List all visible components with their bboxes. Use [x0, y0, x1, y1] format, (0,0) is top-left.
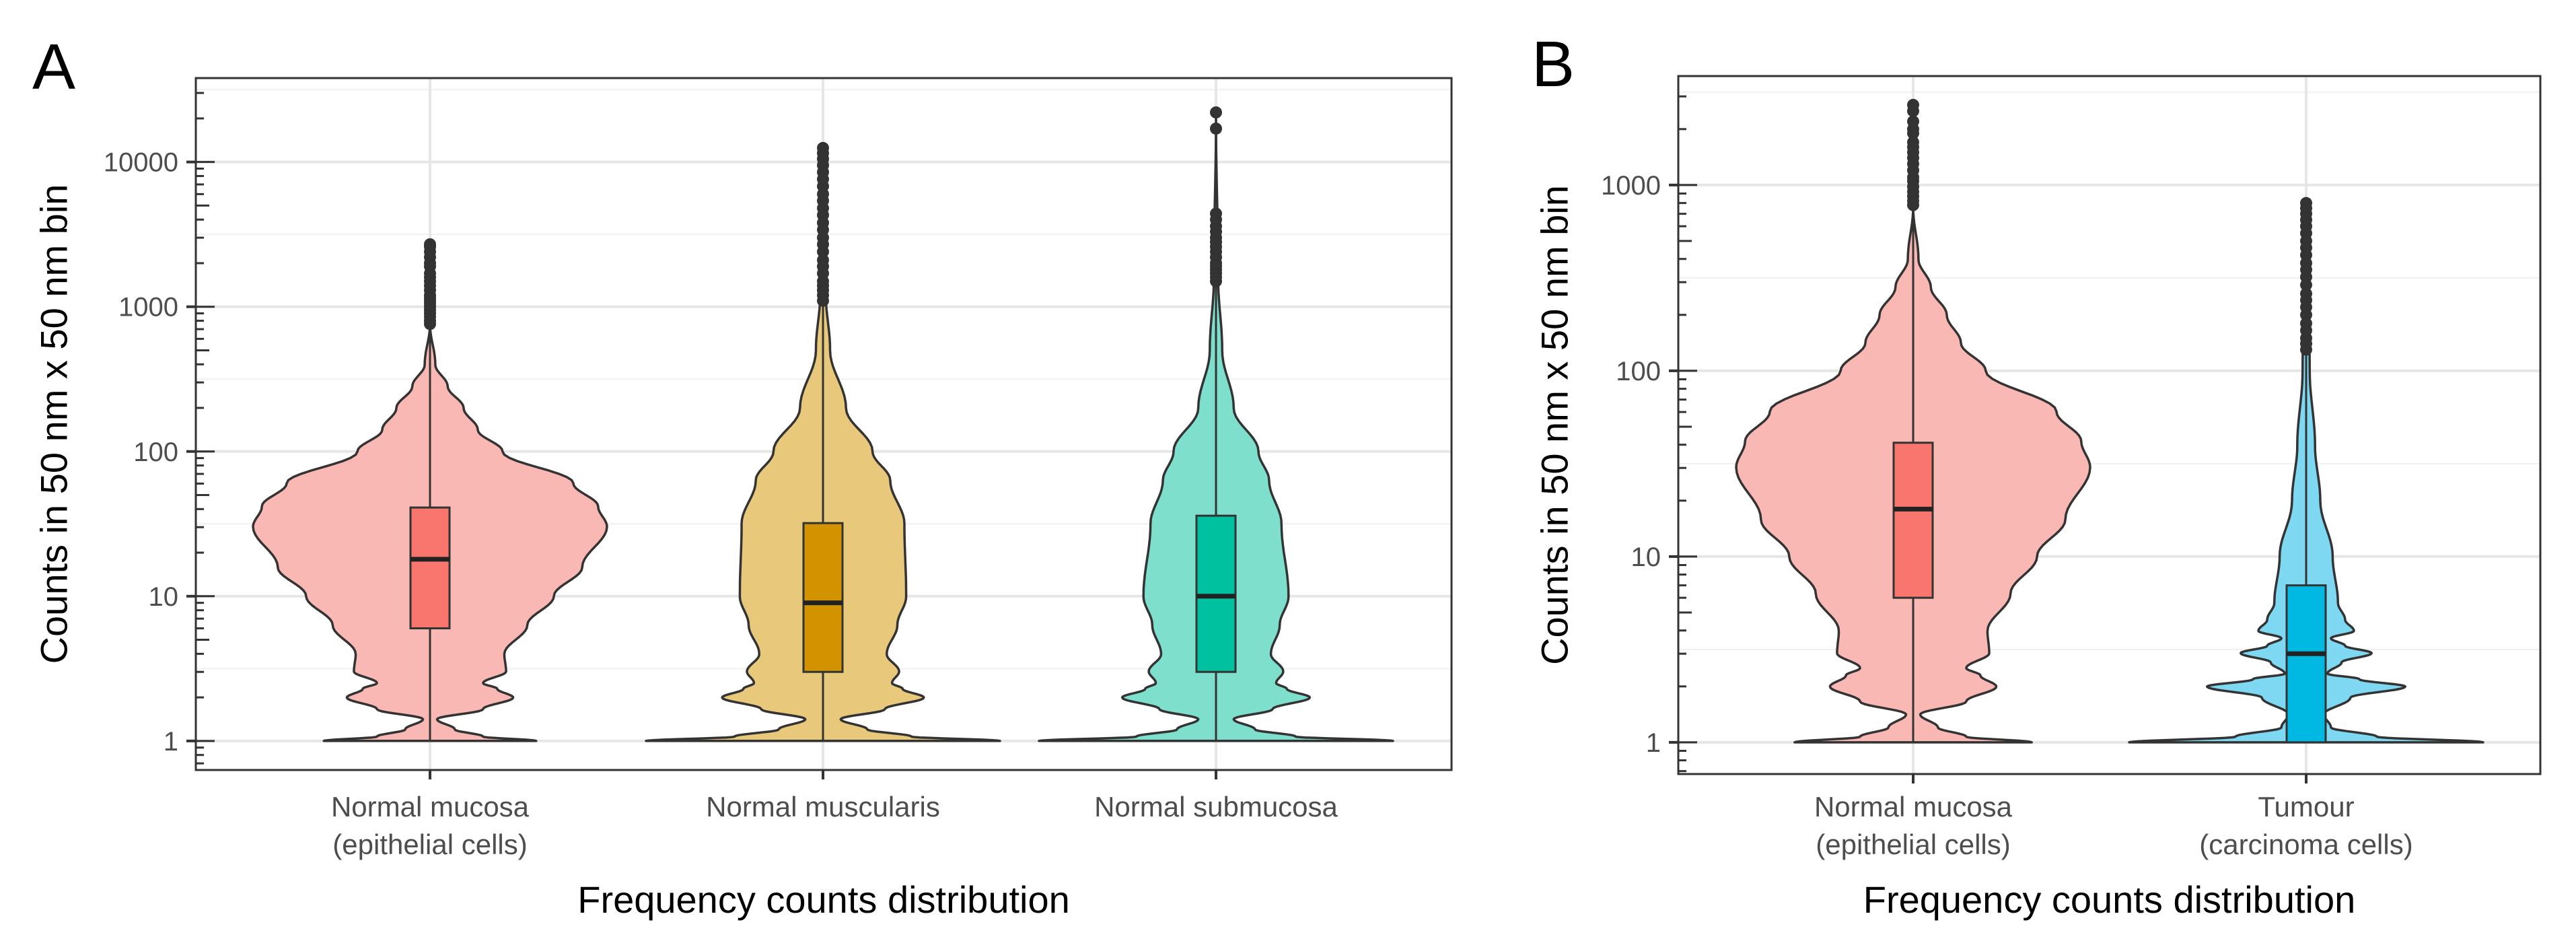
box [802, 522, 844, 673]
box [1892, 442, 1934, 599]
outlier-point [1210, 207, 1222, 220]
y-tick-label: 1000 [118, 293, 178, 322]
box [409, 506, 451, 630]
category-label: Tumour [2258, 791, 2354, 823]
y-tick-label: 10 [149, 582, 179, 612]
outlier-point [424, 238, 436, 250]
group-0: Normal mucosa (epithelial cells) [1735, 98, 2091, 860]
group-2: Normal submucosa [1038, 106, 1394, 823]
x-axis-title: Frequency counts distribution [577, 878, 1070, 921]
outlier-point [1907, 115, 1919, 128]
panel-letter: B [1532, 28, 1575, 100]
outlier-point [1210, 106, 1222, 119]
x-axis-title: Frequency counts distribution [1863, 878, 2356, 921]
category-label: Normal mucosa [331, 791, 530, 823]
outlier-point [1907, 136, 1919, 149]
outlier-point [817, 141, 829, 154]
group-1: Tumour (carcinoma cells) [2128, 197, 2484, 860]
y-tick-label: 1 [1646, 728, 1661, 758]
y-tick-label: 10 [1631, 542, 1661, 572]
y-tick-label: 1 [164, 727, 178, 757]
outlier-point [1907, 98, 1919, 111]
category-label: Normal mucosa [1814, 791, 2013, 823]
y-tick-label: 1000 [1601, 171, 1661, 201]
category-label: (epithelial cells) [332, 829, 527, 860]
category-label: (epithelial cells) [1816, 829, 2010, 860]
panel-letter: A [32, 31, 75, 103]
outlier-point [2300, 317, 2312, 330]
category-label: Normal muscularis [706, 791, 940, 823]
group-0: Normal mucosa (epithelial cells) [252, 238, 608, 860]
box [2285, 584, 2327, 744]
panel-B: Normal mucosa (epithelial cells) Tumour (ca… [1532, 28, 2542, 921]
plot-border [194, 77, 1453, 771]
outlier-point [2300, 197, 2312, 209]
outlier-point [1210, 123, 1222, 135]
box [1195, 514, 1237, 673]
category-label: (carcinoma cells) [2199, 829, 2412, 860]
panel-A: Normal mucosa(epithelial cells)Normal mu… [32, 31, 1453, 921]
plot-border [1677, 75, 2542, 775]
category-label: Normal submucosa [1094, 791, 1338, 823]
outlier-point [2300, 287, 2312, 300]
y-tick-label: 10000 [104, 148, 178, 178]
outlier-point [817, 254, 829, 267]
y-axis-title: Counts in 50 nm x 50 nm bin [1534, 185, 1576, 665]
group-1: Normal muscularis [645, 141, 1001, 823]
y-tick-label: 100 [133, 438, 178, 467]
y-axis-title: Counts in 50 nm x 50 nm bin [33, 184, 75, 664]
y-tick-label: 100 [1616, 357, 1661, 386]
